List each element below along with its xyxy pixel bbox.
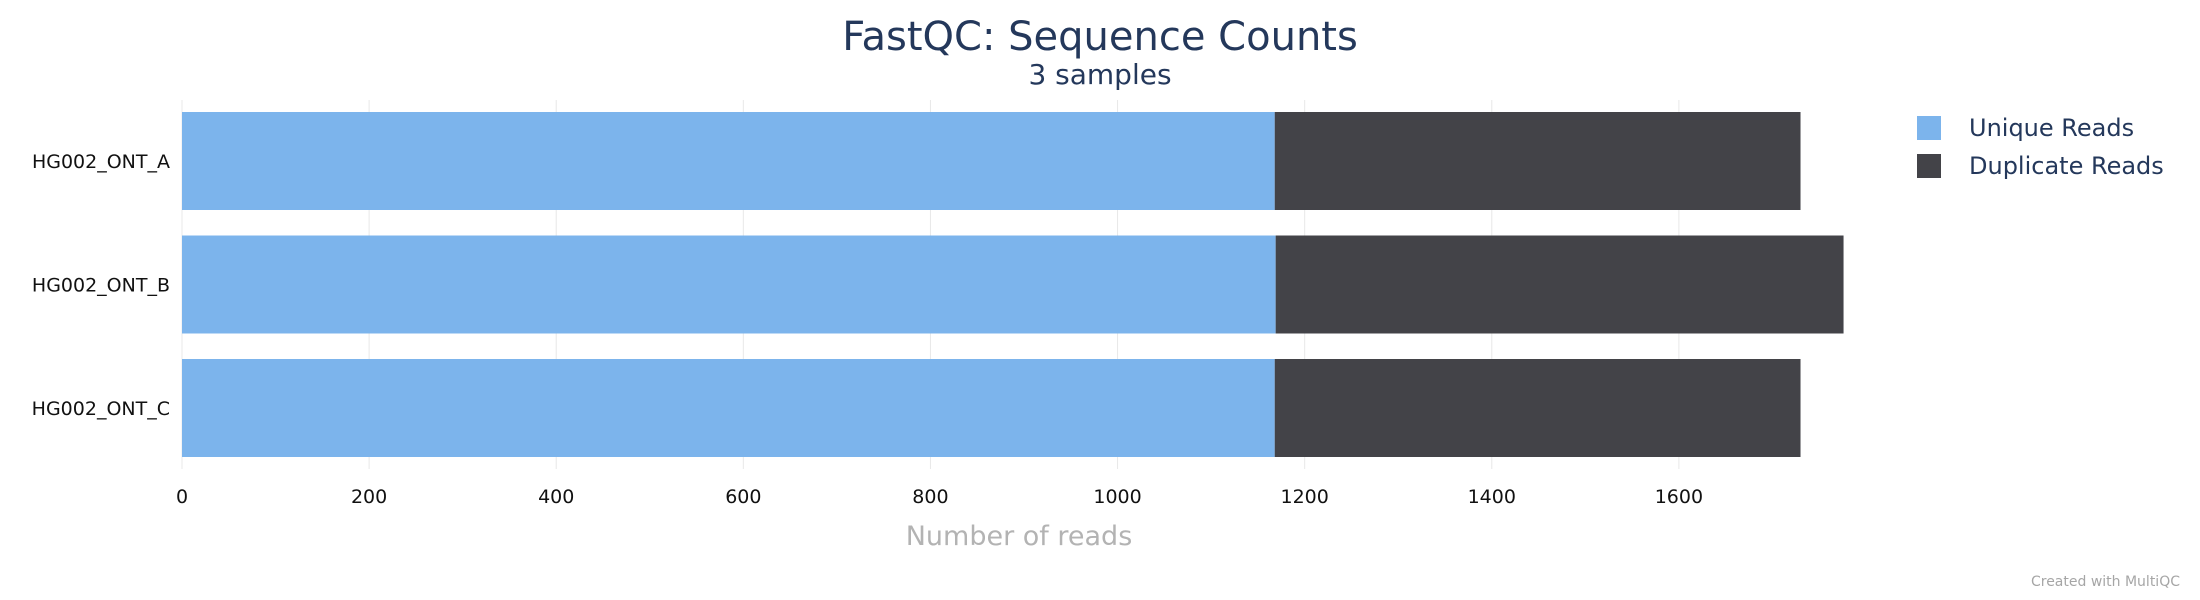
x-tick-label: 0 <box>176 486 188 508</box>
bar-unique-reads <box>182 112 1275 210</box>
bar-duplicate-reads <box>1274 112 1801 210</box>
bar-duplicate-reads <box>1274 359 1801 457</box>
category-label: HG002_ONT_B <box>32 275 170 297</box>
bars <box>182 112 1844 457</box>
bar-unique-reads <box>182 359 1275 457</box>
x-tick-label: 1400 <box>1468 486 1516 508</box>
x-tick-label: 600 <box>725 486 761 508</box>
category-labels: HG002_ONT_A HG002_ONT_B HG002_ONT_C <box>32 151 170 420</box>
x-tick-label: 400 <box>538 486 574 508</box>
chart-subtitle: 3 samples <box>1028 58 1171 91</box>
bar-unique-reads <box>182 235 1276 334</box>
legend: Unique Reads Duplicate Reads <box>1917 114 2164 180</box>
bar-duplicate-reads <box>1275 235 1844 334</box>
x-tick-labels: 0 200 400 600 800 1000 1200 1400 1600 <box>176 486 1703 508</box>
legend-swatch <box>1917 154 1941 178</box>
legend-label: Duplicate Reads <box>1969 152 2164 180</box>
legend-label: Unique Reads <box>1969 114 2134 142</box>
legend-swatch <box>1917 116 1941 140</box>
credit-text: Created with MultiQC <box>2031 574 2180 590</box>
x-axis-title: Number of reads <box>906 521 1133 552</box>
category-label: HG002_ONT_A <box>32 151 170 173</box>
chart-title: FastQC: Sequence Counts <box>842 14 1358 60</box>
category-label: HG002_ONT_C <box>32 398 170 420</box>
x-tick-label: 200 <box>351 486 387 508</box>
x-tick-label: 1200 <box>1280 486 1328 508</box>
x-tick-label: 800 <box>912 486 948 508</box>
x-tick-label: 1600 <box>1655 486 1703 508</box>
x-tick-label: 1000 <box>1093 486 1141 508</box>
